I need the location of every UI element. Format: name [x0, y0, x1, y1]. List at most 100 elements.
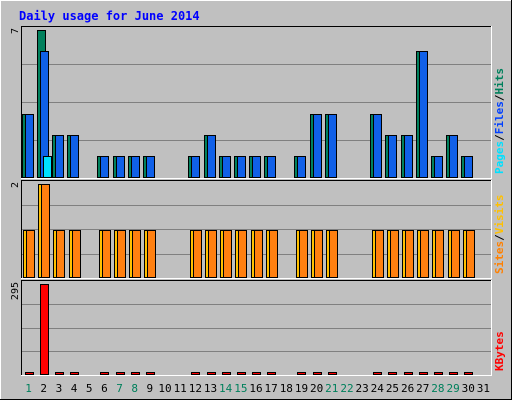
bar-sites-day-4 — [72, 230, 81, 278]
bar-files-day-16 — [252, 156, 261, 178]
bar-sites-day-14 — [223, 230, 232, 278]
legend-hits: Hits — [493, 68, 506, 95]
x-tick-label: 31 — [477, 382, 490, 395]
bar-sites-day-20 — [314, 230, 323, 278]
bar-kbytes-day-9 — [146, 372, 155, 375]
bar-kbytes-day-7 — [116, 372, 125, 375]
bar-kbytes-day-1 — [25, 372, 34, 375]
bar-files-day-20 — [313, 114, 322, 178]
bar-files-day-30 — [464, 156, 473, 178]
bar-sites-day-28 — [435, 230, 444, 278]
legend-sites: Sites — [493, 241, 506, 274]
x-tick-label: 28 — [431, 382, 444, 395]
x-tick-label: 23 — [356, 382, 369, 395]
x-tick-label: 8 — [131, 382, 138, 395]
panel-max-label: 7 — [10, 28, 21, 34]
bar-sites-day-8 — [132, 230, 141, 278]
legend-separator: / — [493, 134, 506, 141]
bar-files-day-3 — [55, 135, 64, 178]
x-tick-label: 1 — [25, 382, 32, 395]
legend-separator: / — [493, 234, 506, 241]
x-tick-label: 29 — [446, 382, 459, 395]
bar-files-day-4 — [70, 135, 79, 178]
x-tick-label: 24 — [371, 382, 385, 395]
bar-files-day-7 — [116, 156, 125, 178]
bar-sites-day-3 — [56, 230, 65, 278]
bar-sites-day-25 — [390, 230, 399, 278]
bar-sites-day-16 — [254, 230, 263, 278]
legend-files: Files — [493, 101, 506, 134]
bar-sites-day-12 — [193, 230, 202, 278]
x-tick-label: 26 — [401, 382, 414, 395]
x-tick-label: 25 — [386, 382, 399, 395]
bar-sites-day-6 — [102, 230, 111, 278]
bar-sites-day-30 — [466, 230, 475, 278]
bar-kbytes-day-27 — [419, 372, 428, 375]
bar-kbytes-day-12 — [191, 372, 200, 375]
x-tick-label: 3 — [56, 382, 63, 395]
panel-legend: KBytes — [493, 331, 506, 371]
bar-kbytes-day-3 — [55, 372, 64, 375]
bar-files-day-27 — [419, 51, 428, 178]
x-tick-label: 6 — [101, 382, 108, 395]
bar-sites-day-21 — [329, 230, 338, 278]
bar-kbytes-day-26 — [404, 372, 413, 375]
bar-sites-day-1 — [26, 230, 35, 278]
x-tick-label: 13 — [204, 382, 217, 395]
x-tick-label: 22 — [340, 382, 353, 395]
bar-files-day-21 — [328, 114, 337, 178]
bar-sites-day-7 — [117, 230, 126, 278]
x-tick-label: 10 — [158, 382, 171, 395]
bar-files-day-1 — [25, 114, 34, 178]
panel-background — [21, 280, 491, 375]
bar-kbytes-day-13 — [207, 372, 216, 375]
x-tick-label: 4 — [71, 382, 78, 395]
bar-kbytes-day-30 — [464, 372, 473, 375]
bar-kbytes-day-15 — [237, 372, 246, 375]
bar-files-day-24 — [373, 114, 382, 178]
bar-sites-day-26 — [405, 230, 414, 278]
bar-sites-day-2 — [41, 184, 50, 278]
bar-sites-day-24 — [375, 230, 384, 278]
bar-sites-day-29 — [451, 230, 460, 278]
bar-pages-day-2 — [43, 156, 52, 178]
x-tick-label: 20 — [310, 382, 323, 395]
legend-kbytes: KBytes — [493, 331, 506, 371]
bar-kbytes-day-2 — [40, 284, 49, 375]
bar-kbytes-day-24 — [373, 372, 382, 375]
x-tick-label: 27 — [416, 382, 429, 395]
x-tick-label: 19 — [295, 382, 308, 395]
x-axis-labels: 1 2 3 4 5 6 7 8 9 10 11 12 13 14 15 16 17 18 19 20 21 22 23 24 2… — [25, 382, 490, 395]
bar-sites-day-19 — [299, 230, 308, 278]
panel-kbytes: 295 KBytes — [10, 280, 506, 376]
bar-kbytes-day-25 — [388, 372, 397, 375]
bar-files-day-26 — [404, 135, 413, 178]
x-tick-label: 2 — [40, 382, 47, 395]
legend-separator: / — [493, 94, 506, 101]
bar-files-day-17 — [267, 156, 276, 178]
x-tick-label: 5 — [86, 382, 93, 395]
x-tick-label: 30 — [462, 382, 475, 395]
panel-legend: Pages/Files/Hits — [493, 68, 506, 174]
x-tick-label: 15 — [234, 382, 247, 395]
panel-max-label: 2 — [10, 182, 21, 188]
bar-files-day-12 — [191, 156, 200, 178]
x-tick-label: 12 — [189, 382, 202, 395]
legend-visits: Visits — [493, 195, 506, 235]
bar-files-day-29 — [449, 135, 458, 178]
bar-sites-day-9 — [147, 230, 156, 278]
bar-sites-day-13 — [208, 230, 217, 278]
x-tick-label: 7 — [116, 382, 123, 395]
bar-kbytes-day-14 — [222, 372, 231, 375]
bar-files-day-13 — [207, 135, 216, 178]
bar-kbytes-day-17 — [267, 372, 276, 375]
bar-kbytes-day-19 — [297, 372, 306, 375]
x-tick-label: 9 — [147, 382, 154, 395]
x-tick-label: 11 — [174, 382, 187, 395]
bar-kbytes-day-4 — [70, 372, 79, 375]
bar-files-day-8 — [131, 156, 140, 178]
bar-kbytes-day-6 — [100, 372, 109, 375]
bar-sites-day-27 — [420, 230, 429, 278]
